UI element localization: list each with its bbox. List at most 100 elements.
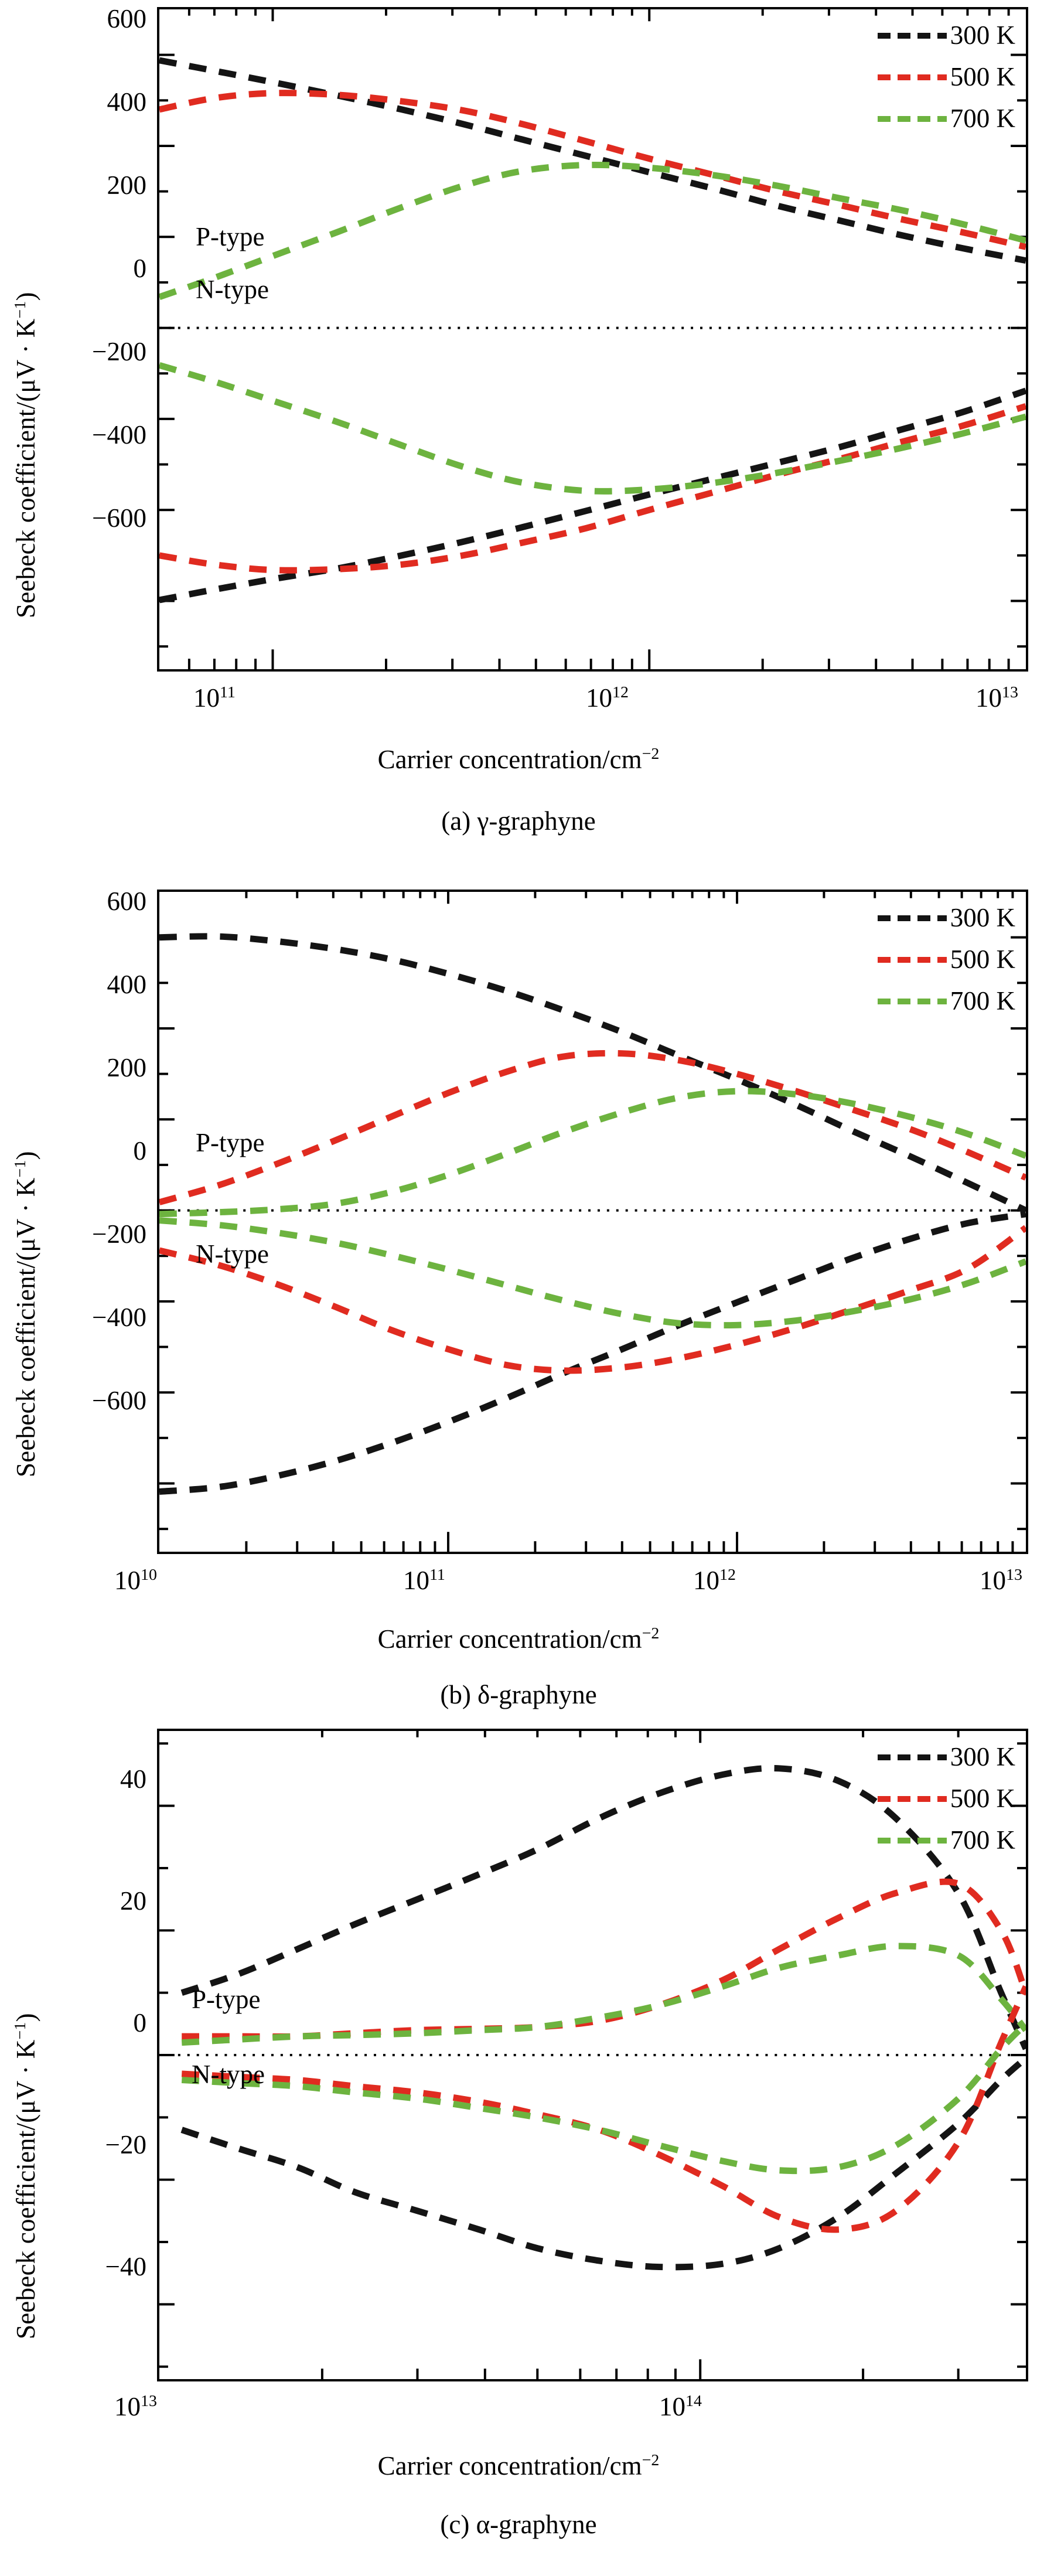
series-700-k-n-type: [159, 1217, 1026, 1329]
panel-c-caption: (c) α-graphyne: [440, 2510, 597, 2539]
panel-b-caption: (b) δ-graphyne: [440, 1680, 597, 1709]
series-700-k-n-type: [181, 2021, 1026, 2175]
panel-b-n-type-label: N-type: [196, 1239, 269, 1269]
series-700-k-p-type: [159, 1088, 1026, 1218]
series-300-k-p-type: [159, 933, 1026, 1214]
panel-a-x-tick-1e12: 1012: [586, 683, 629, 713]
series-500-k-p-type: [159, 90, 1026, 250]
series-500-k-p-type: [182, 1878, 1026, 2040]
panel-c-legend: 300 K 500 K 700 K: [877, 1742, 1015, 1855]
panel-a-p-type-label: P-type: [196, 222, 265, 251]
panel-c-y-tick-0: 0: [133, 2008, 147, 2037]
panel-b-y-tick-0: 0: [133, 1136, 147, 1166]
panel-c-y-tick-m20: −20: [105, 2130, 146, 2159]
legend-item-700k[interactable]: 700 K: [877, 986, 1015, 1016]
panel-b-delta-graphyne: Seebeck coefficient/(μV · K−1) 600 400 2…: [0, 859, 1037, 1718]
panel-a-x-axis-title: Carrier concentration/cm−2: [377, 745, 660, 774]
panel-c-x-axis-title: Carrier concentration/cm−2: [377, 2451, 660, 2480]
legend-label-300k: 300 K: [950, 1742, 1015, 1771]
legend-dash-700k: [877, 998, 947, 1004]
panel-c-alpha-graphyne: Seebeck coefficient/(μV · K−1) 40 20 0 −…: [0, 1718, 1037, 2576]
legend-label-700k: 700 K: [950, 986, 1015, 1016]
series-500-k-n-type: [181, 1985, 1026, 2233]
panel-b-x-axis-title: Carrier concentration/cm−2: [377, 1624, 660, 1654]
legend-item-300k[interactable]: 300 K: [877, 21, 1015, 50]
panel-b-curves: [159, 892, 1026, 1552]
panel-a-plot-area: P-type N-type 300 K 500 K 700 K: [157, 7, 1028, 672]
panel-b-x-tick-1e11: 1011: [403, 1566, 445, 1595]
panel-a-x-tick-1e13: 1013: [975, 683, 1018, 713]
series-300-k-p-type: [180, 1765, 1026, 2050]
panel-a-y-tick-400: 400: [107, 87, 147, 117]
panel-a-caption: (a) γ-graphyne: [441, 806, 596, 836]
series-700-k-p-type: [159, 161, 1026, 300]
panel-a-curves: [159, 9, 1026, 669]
legend-dash-500k: [877, 1795, 947, 1802]
panel-a-n-type-label: N-type: [196, 275, 269, 304]
legend-item-300k[interactable]: 300 K: [877, 1742, 1015, 1771]
panel-a-y-tick-m200: −200: [92, 337, 146, 366]
panel-b-x-tick-1e10: 1010: [114, 1566, 157, 1595]
panel-b-y-tick-200: 200: [107, 1053, 147, 1082]
panel-c-x-tick-1e14: 1014: [659, 2392, 702, 2421]
legend-item-500k[interactable]: 500 K: [877, 945, 1015, 974]
legend-label-500k: 500 K: [950, 945, 1015, 974]
panel-b-y-tick-m200: −200: [92, 1219, 146, 1249]
legend-dash-700k: [877, 1837, 947, 1844]
legend-label-700k: 700 K: [950, 104, 1015, 133]
series-300-k-n-type: [159, 387, 1026, 604]
series-300-k-n-type: [159, 1211, 1026, 1495]
panel-a-y-tick-0: 0: [133, 254, 147, 283]
panel-a-y-tick-600: 600: [107, 4, 147, 33]
legend-dash-300k: [877, 915, 947, 921]
panel-c-y-axis-title: Seebeck coefficient/(μV · K−1): [11, 2013, 40, 2339]
panel-a-x-tick-1e11: 1011: [193, 683, 236, 713]
panel-a-y-axis-title: Seebeck coefficient/(μV · K−1): [11, 292, 40, 618]
series-300-k-n-type: [180, 2056, 1026, 2271]
panel-b-legend: 300 K 500 K 700 K: [877, 903, 1015, 1016]
panel-c-y-tick-20: 20: [120, 1886, 146, 1916]
legend-label-300k: 300 K: [950, 903, 1015, 932]
series-300-k-p-type: [159, 57, 1026, 264]
series-700-k-p-type: [181, 1943, 1026, 2046]
legend-dash-300k: [877, 1754, 947, 1760]
panel-c-y-tick-40: 40: [120, 1764, 146, 1794]
panel-b-y-tick-600: 600: [107, 887, 147, 916]
panel-a-y-tick-200: 200: [107, 171, 147, 200]
legend-item-500k[interactable]: 500 K: [877, 62, 1015, 91]
panel-a-legend: 300 K 500 K 700 K: [877, 21, 1015, 133]
panel-a-y-tick-m600: −600: [92, 503, 146, 533]
legend-item-500k[interactable]: 500 K: [877, 1784, 1015, 1813]
legend-dash-500k: [877, 956, 947, 963]
legend-label-300k: 300 K: [950, 21, 1015, 50]
panel-a-gamma-graphyne: Seebeck coefficient/(μV · K−1) 600 400 2…: [0, 0, 1037, 859]
legend-label-500k: 500 K: [950, 1784, 1015, 1813]
panel-b-x-tick-1e12: 1012: [693, 1566, 736, 1595]
legend-label-700k: 700 K: [950, 1825, 1015, 1855]
panel-b-y-tick-400: 400: [107, 970, 147, 999]
legend-item-700k[interactable]: 700 K: [877, 104, 1015, 133]
series-500-k-n-type: [159, 1225, 1026, 1374]
panel-c-curves: [159, 1731, 1026, 2379]
panel-b-y-axis-title: Seebeck coefficient/(μV · K−1): [11, 1151, 40, 1477]
panel-c-p-type-label: P-type: [192, 1985, 261, 2014]
panel-a-y-tick-m400: −400: [92, 420, 146, 449]
series-500-k-n-type: [159, 403, 1026, 574]
legend-item-700k[interactable]: 700 K: [877, 1825, 1015, 1855]
panel-b-p-type-label: P-type: [196, 1128, 265, 1157]
panel-b-plot-area: P-type N-type 300 K 500 K 700 K: [157, 890, 1028, 1554]
panel-c-plot-area: P-type N-type 300 K 500 K 700 K: [157, 1729, 1028, 2381]
panel-b-y-tick-m400: −400: [92, 1303, 146, 1332]
panel-c-x-tick-1e13: 1013: [114, 2392, 157, 2421]
legend-dash-700k: [877, 115, 947, 122]
legend-dash-500k: [877, 74, 947, 80]
panel-b-y-tick-m600: −600: [92, 1386, 146, 1415]
series-500-k-p-type: [159, 1050, 1026, 1205]
series-700-k-n-type: [159, 362, 1026, 495]
legend-dash-300k: [877, 32, 947, 39]
panel-c-y-tick-m40: −40: [105, 2252, 146, 2281]
panel-b-x-tick-1e13: 1013: [980, 1566, 1022, 1595]
legend-label-500k: 500 K: [950, 62, 1015, 91]
legend-item-300k[interactable]: 300 K: [877, 903, 1015, 932]
